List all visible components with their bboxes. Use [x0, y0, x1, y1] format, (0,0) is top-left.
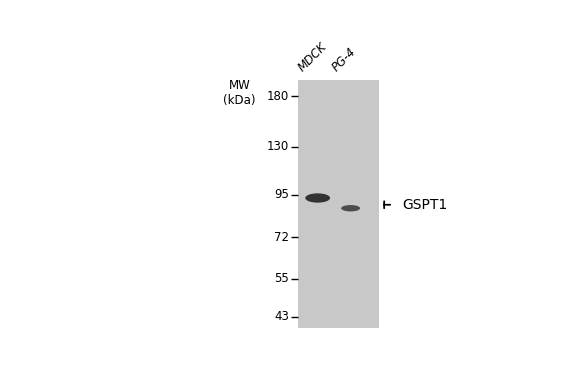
Bar	[299, 80, 379, 328]
Text: 95: 95	[274, 188, 289, 201]
Text: MW
(kDa): MW (kDa)	[223, 79, 256, 107]
Text: 180: 180	[267, 90, 289, 103]
Ellipse shape	[341, 205, 360, 211]
Text: MDCK: MDCK	[296, 40, 330, 74]
Text: GSPT1: GSPT1	[402, 198, 447, 212]
Text: 43: 43	[274, 310, 289, 323]
Text: 55: 55	[275, 272, 289, 285]
Ellipse shape	[306, 193, 330, 203]
Text: 130: 130	[267, 140, 289, 153]
Text: PG-4: PG-4	[329, 45, 359, 74]
Text: 72: 72	[274, 231, 289, 244]
